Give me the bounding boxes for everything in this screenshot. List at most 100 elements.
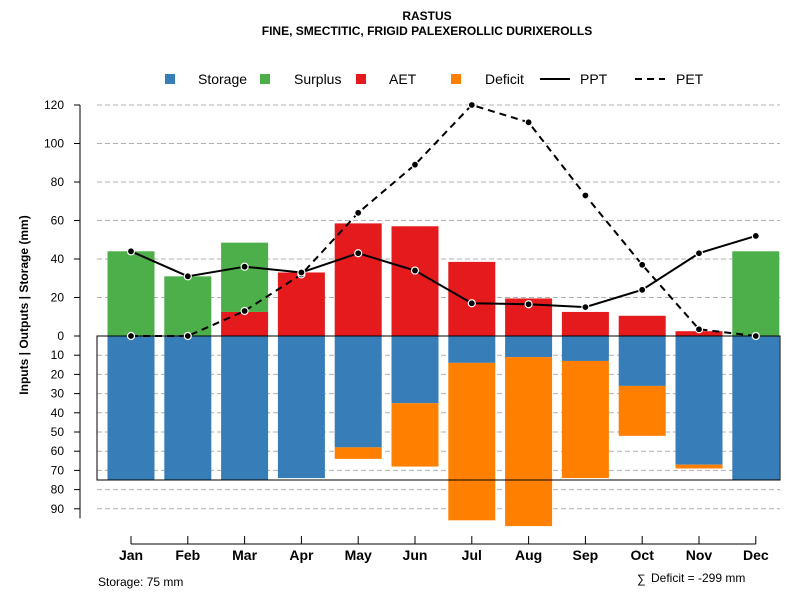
pet-line-point [467, 100, 476, 110]
legend-swatch-surplus [260, 74, 270, 84]
x-tick-label-sep: Sep [573, 547, 599, 563]
storage-bar [618, 336, 666, 386]
deficit-bar [561, 360, 609, 479]
deficit-bar [334, 447, 382, 459]
legend-label-pet: PET [676, 71, 704, 87]
pet-line-point [751, 331, 760, 341]
axes: 0 20 40 60 80 100 120 10 20 30 40 50 60 70 80 90 Jan Feb M… [44, 98, 769, 563]
pet-line-point [694, 325, 704, 334]
y-axis-label: Inputs | Outputs | Storage (mm) [17, 215, 31, 394]
storage-bar [391, 336, 439, 404]
storage-bar [448, 336, 496, 363]
x-tick-label-jul: Jul [462, 547, 482, 563]
storage-footnote: Storage: 75 mm [98, 575, 183, 589]
storage-bar [164, 336, 212, 480]
x-tick-label-jun: Jun [403, 547, 428, 563]
y-tick-label: 30 [51, 387, 65, 401]
legend-label-storage: Storage [198, 71, 247, 87]
ppt-line-point [638, 285, 647, 294]
pet-line-point [126, 331, 136, 341]
legend-label-surplus: Surplus [294, 71, 341, 87]
legend-swatch-deficit [451, 74, 461, 84]
aet-bar [448, 261, 496, 336]
y-tick-label: 20 [51, 367, 65, 381]
sum-symbol: ∑ [637, 572, 646, 586]
y-tick-label: 100 [44, 137, 64, 151]
ppt-line [130, 234, 757, 309]
chart-subtitle: FINE, SMECTITIC, FRIGID PALEXEROLLIC DUR… [262, 24, 592, 38]
x-tick-label-nov: Nov [686, 547, 713, 563]
ppt-line-point [183, 272, 192, 281]
x-tick-label-feb: Feb [175, 547, 200, 563]
ppt-line-point [524, 300, 533, 309]
legend-label-deficit: Deficit [485, 71, 524, 87]
deficit-bar [448, 362, 496, 521]
x-tick-label-oct: Oct [631, 547, 655, 563]
aet-bar [561, 311, 609, 336]
y-tick-label: 60 [51, 214, 65, 228]
pet-line-point [581, 191, 590, 200]
legend-label-ppt: PPT [580, 71, 608, 87]
y-tick-label: 10 [51, 348, 65, 362]
pet-line-point [354, 208, 363, 217]
aet-bar [277, 272, 325, 336]
pet-line-point [240, 306, 249, 316]
pet-line-point [638, 260, 647, 269]
storage-bar [334, 336, 382, 448]
deficit-bar [505, 357, 553, 527]
x-tick-label-apr: Apr [289, 547, 314, 563]
aet-bar [334, 223, 382, 336]
ppt-line-point [126, 247, 136, 256]
bars [96, 223, 781, 527]
ppt-line-point [354, 249, 363, 258]
pet-line-point [183, 331, 192, 341]
ppt-line-point [297, 268, 306, 277]
storage-capacity-box [96, 335, 781, 481]
legend-label-aet: AET [389, 71, 417, 87]
aet-bar [675, 331, 723, 336]
aet-bar [221, 311, 269, 336]
y-tick-label: 20 [51, 291, 65, 305]
aet-bar [391, 226, 439, 336]
y-tick-label: 80 [51, 175, 65, 189]
deficit-footnote: Deficit = -299 mm [651, 571, 745, 585]
x-tick-label-mar: Mar [232, 547, 257, 563]
storage-bar [732, 336, 780, 480]
y-tick-label: 40 [51, 252, 65, 266]
pet-line-point [524, 118, 533, 127]
y-tick-label: 50 [51, 425, 65, 439]
y-tick-label: 40 [51, 406, 65, 420]
surplus-bar [107, 251, 155, 336]
y-tick-label: 90 [51, 502, 65, 516]
deficit-bar [391, 403, 439, 467]
y-tick-label: 60 [51, 444, 65, 458]
x-tick-label-jan: Jan [119, 547, 143, 563]
x-tick-label-aug: Aug [515, 547, 542, 563]
deficit-bar [675, 464, 723, 469]
surplus-bar [732, 251, 780, 336]
legend: Storage Surplus AET Deficit PPT PET [165, 71, 704, 87]
y-tick-label: 70 [51, 463, 65, 477]
storage-bar [505, 336, 553, 358]
series-lines [126, 100, 760, 341]
pet-line [131, 103, 756, 337]
storage-bar [221, 336, 269, 480]
legend-swatch-storage [165, 74, 175, 84]
legend-swatch-aet [356, 74, 366, 84]
storage-bar [277, 336, 325, 479]
y-tick-label: 120 [44, 98, 64, 112]
ppt-line-point [410, 266, 420, 275]
y-tick-label: 0 [57, 329, 64, 343]
surplus-bar [164, 276, 212, 336]
ppt-line-point [467, 299, 476, 308]
pet-line-point [410, 160, 420, 169]
ppt-line-point [240, 262, 249, 271]
ppt-line-point [751, 231, 760, 240]
chart-title: RASTUS [402, 9, 451, 23]
storage-bar [107, 336, 155, 480]
storage-bar [561, 336, 609, 361]
x-tick-label-may: May [345, 547, 372, 563]
ppt-line-point [581, 303, 590, 312]
deficit-bar [618, 385, 666, 436]
